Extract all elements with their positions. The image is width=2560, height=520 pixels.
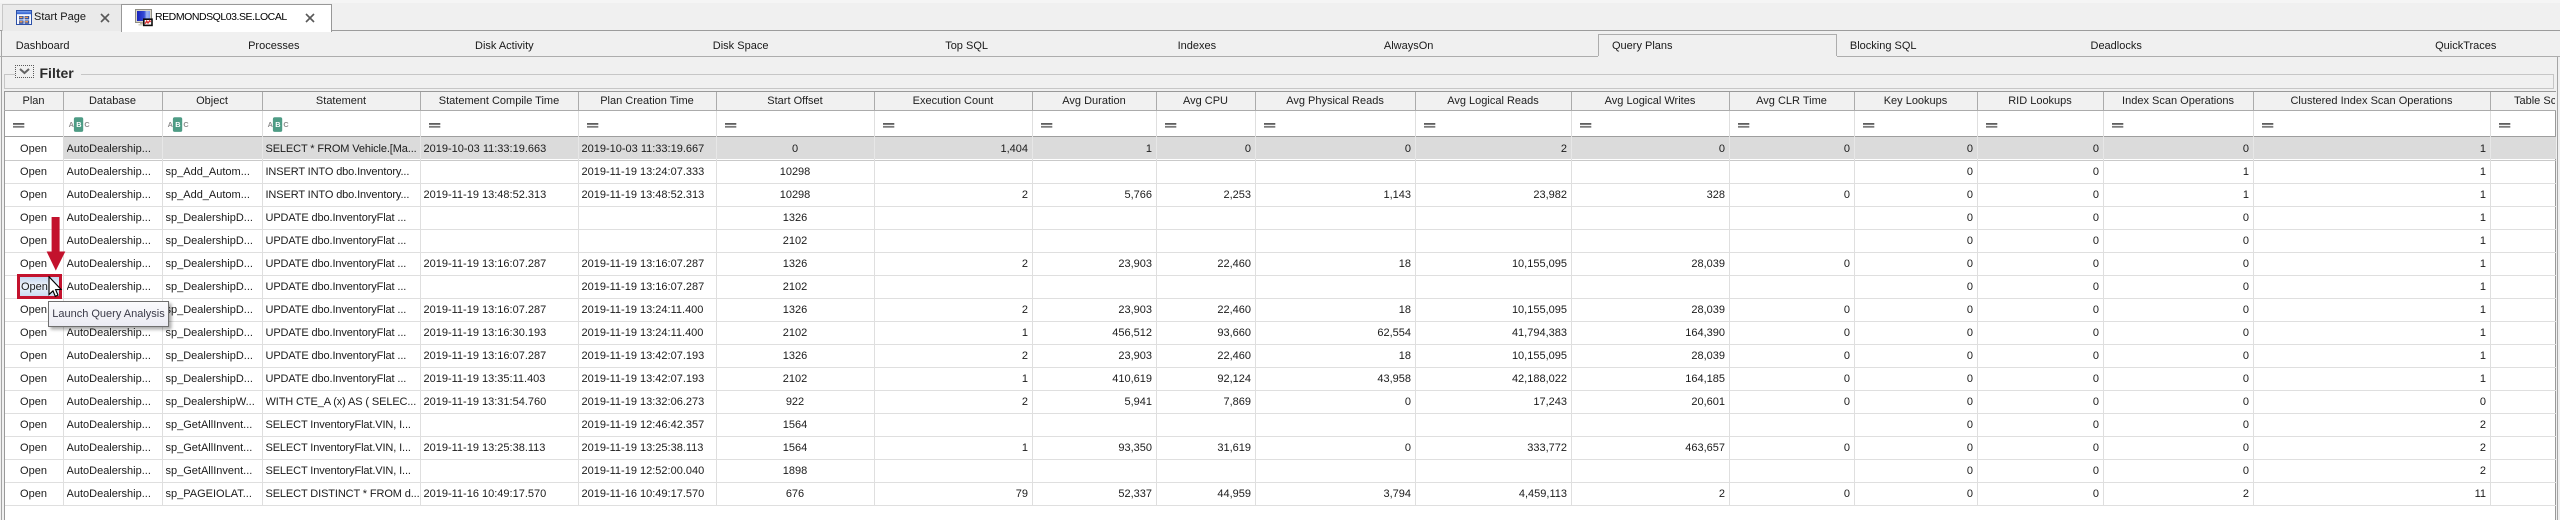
svg-text:C: C [283, 120, 289, 129]
svg-text:B: B [275, 120, 280, 129]
svg-text:B: B [175, 120, 180, 129]
svg-text:A: A [168, 120, 174, 129]
svg-text:C: C [84, 120, 90, 129]
svg-text:B: B [76, 120, 81, 129]
svg-text:A: A [268, 120, 274, 129]
svg-text:A: A [69, 120, 75, 129]
svg-text:C: C [183, 120, 189, 129]
